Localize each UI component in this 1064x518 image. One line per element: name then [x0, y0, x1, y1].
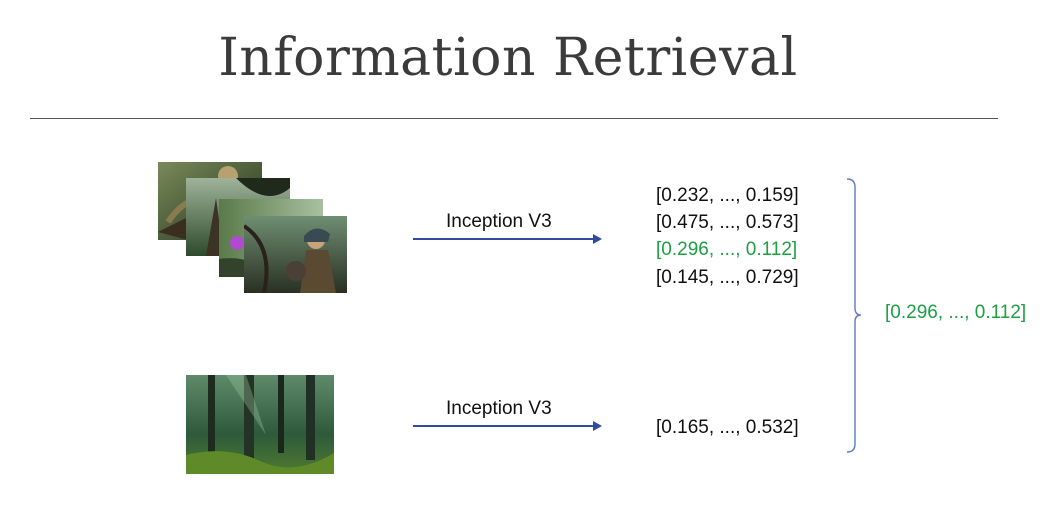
database-image-4: [244, 216, 347, 293]
inception-label-2: Inception V3: [446, 398, 552, 419]
page-title: Information Retrieval: [218, 28, 798, 88]
feature-vector-3-match: [0.296, ..., 0.112]: [656, 239, 798, 260]
arrow-2: [413, 421, 602, 431]
arrow-1: [413, 234, 602, 244]
retrieved-vector: [0.296, ..., 0.112]: [885, 302, 1027, 323]
feature-vector-2: [0.475, ..., 0.573]: [656, 212, 799, 233]
inception-label-1: Inception V3: [446, 211, 552, 232]
right-brace: [846, 178, 862, 453]
query-image: [186, 375, 334, 474]
title-divider: [30, 118, 998, 119]
feature-vector-1: [0.232, ..., 0.159]: [656, 185, 799, 206]
query-feature-vector: [0.165, ..., 0.532]: [656, 417, 799, 438]
feature-vector-4: [0.145, ..., 0.729]: [656, 267, 799, 288]
